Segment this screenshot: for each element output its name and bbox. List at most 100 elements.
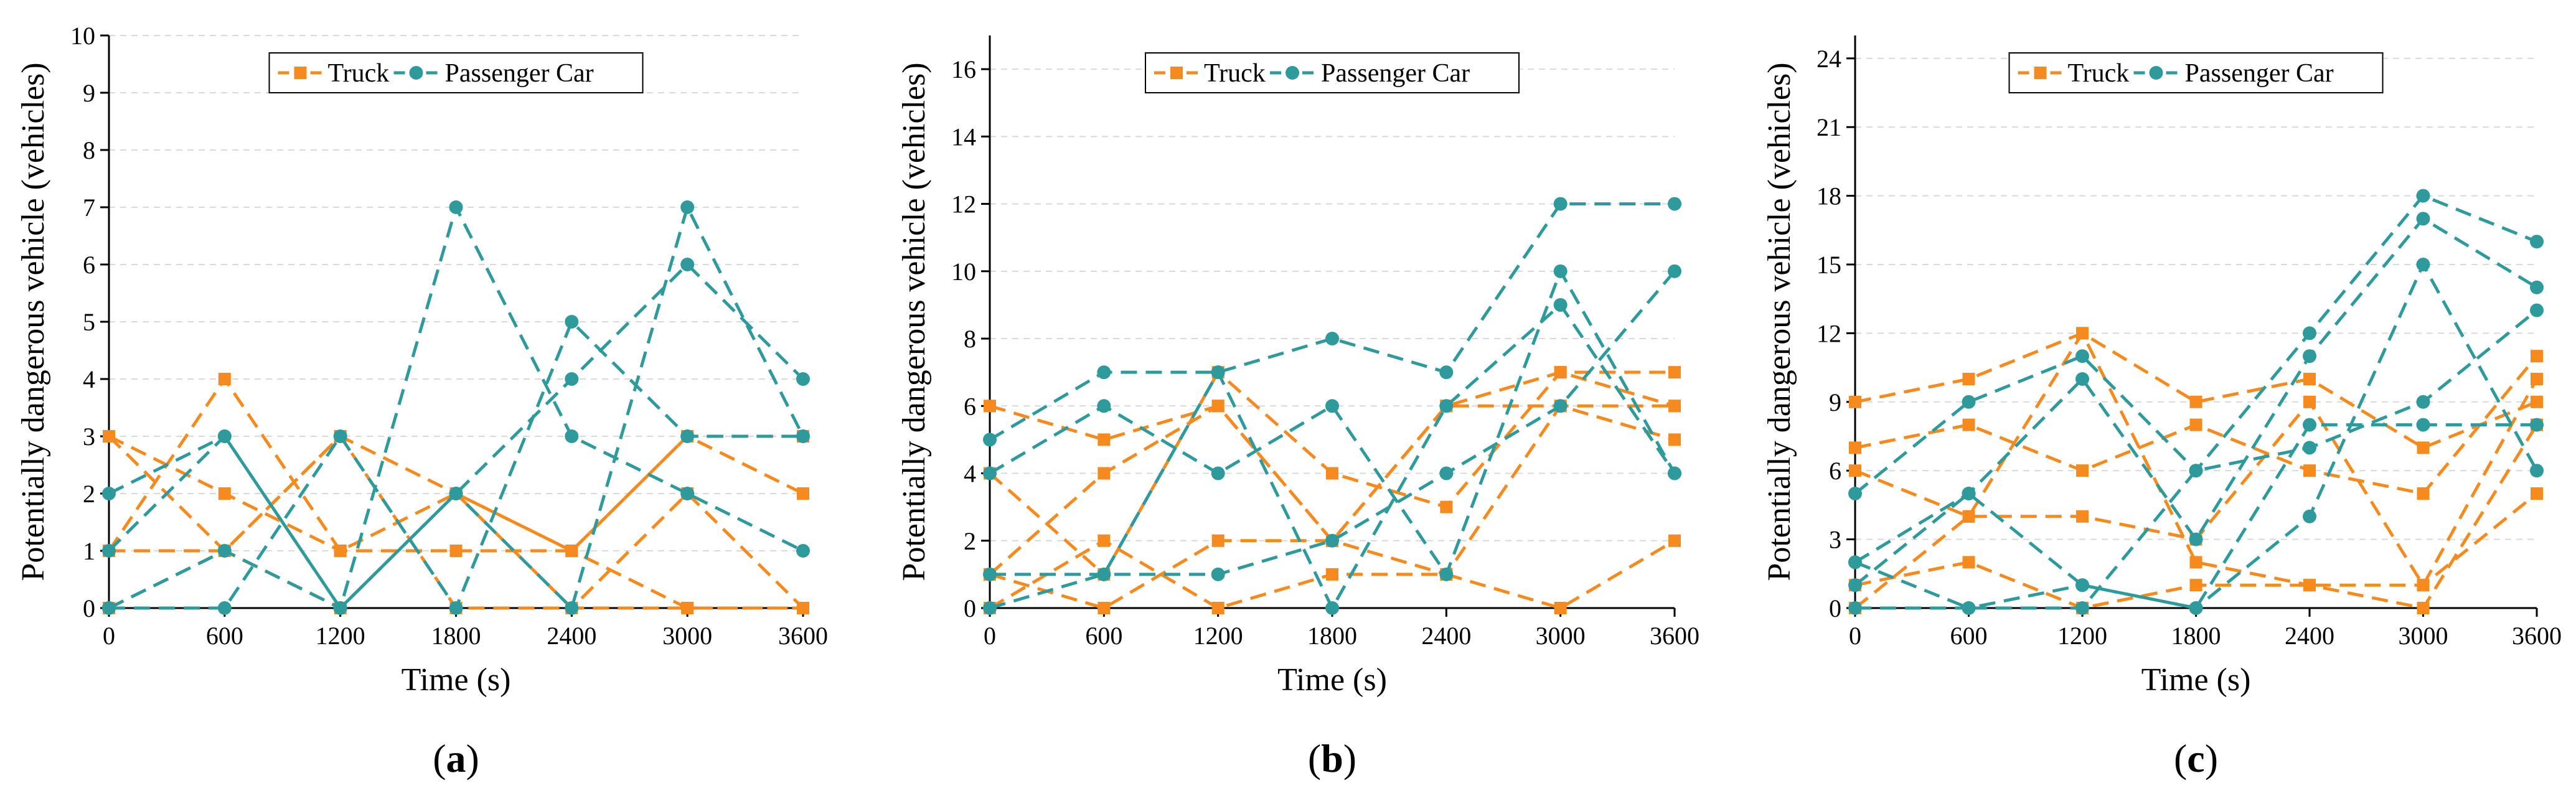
truck-point	[1326, 568, 1338, 581]
car-point	[2416, 395, 2430, 409]
y-tick-label: 10	[70, 22, 95, 50]
car-point	[333, 601, 347, 615]
truck-point	[1668, 534, 1681, 547]
car-series-line	[1854, 194, 2537, 495]
car-point	[983, 466, 997, 480]
x-tick-label: 0	[103, 622, 115, 650]
car-point	[565, 429, 579, 443]
x-tick-label: 3000	[662, 622, 712, 650]
truck-point	[218, 373, 231, 385]
car-point	[565, 372, 579, 386]
panel-label-close: )	[2205, 736, 2218, 780]
x-tick-label: 2400	[1421, 622, 1471, 650]
x-tick-label: 600	[206, 622, 243, 650]
panel-label-open: (	[1308, 736, 1321, 780]
y-tick-label: 8	[964, 325, 976, 353]
x-tick-label: 3000	[1536, 622, 1586, 650]
truck-point	[797, 602, 809, 614]
car-point	[1553, 264, 1568, 278]
car-point	[2189, 601, 2203, 615]
legend: Truck Passenger Car	[2008, 52, 2384, 93]
car-point	[680, 200, 695, 214]
x-tick-label: 3600	[778, 622, 828, 650]
y-tick-label: 12	[1817, 319, 1841, 347]
x-tick-label: 1200	[2057, 622, 2107, 650]
car-point	[1439, 567, 1454, 581]
y-tick-label: 0	[964, 594, 976, 622]
car-point	[1962, 395, 1976, 409]
truck-point	[2189, 418, 2202, 431]
y-tick-label: 18	[1817, 182, 1841, 210]
legend-box	[268, 52, 644, 93]
truck-point	[1962, 418, 1975, 431]
truck-point	[1668, 366, 1681, 379]
y-tick-label: 2	[964, 527, 976, 555]
car-point	[2416, 212, 2430, 226]
truck-series-line	[109, 434, 803, 610]
car-series-line	[989, 269, 1676, 576]
truck-point	[334, 545, 347, 557]
car-point	[796, 544, 810, 558]
y-tick-label: 9	[83, 79, 95, 107]
car-point	[2530, 280, 2544, 294]
truck-point	[2189, 579, 2202, 592]
truck-point	[1962, 510, 1975, 523]
x-axis-title: Time (s)	[1277, 662, 1387, 698]
x-tick-label: 1200	[1193, 622, 1243, 650]
car-point	[2303, 418, 2316, 432]
y-tick-label: 16	[951, 55, 976, 83]
truck-point	[449, 545, 463, 557]
legend-truck-label: Truck	[2068, 59, 2130, 88]
car-point	[1097, 399, 1111, 413]
y-tick-label: 21	[1817, 113, 1841, 141]
truck-point	[1211, 534, 1225, 547]
truck-point	[2531, 350, 2543, 363]
car-point	[1848, 555, 1862, 569]
truck-point	[1849, 441, 1861, 454]
legend-truck-label: Truck	[1204, 59, 1266, 88]
y-tick-label: 3	[1829, 526, 1841, 554]
car-point	[2416, 189, 2430, 203]
car-point	[102, 601, 116, 615]
car-point	[102, 544, 116, 558]
car-point	[449, 200, 463, 214]
car-point	[2075, 372, 2089, 386]
car-point	[796, 372, 810, 386]
x-tick-label: 3600	[1650, 622, 1699, 650]
car-point	[2075, 578, 2089, 592]
panel-label-close: )	[1343, 736, 1356, 780]
y-axis-title: Potentially dangerous vehicle (vehicles)	[1762, 62, 1797, 581]
y-axis-title: Potentially dangerous vehicle (vehicles)	[16, 62, 51, 581]
y-tick-label: 6	[83, 251, 95, 279]
car-point	[680, 429, 695, 443]
x-tick-label: 1800	[1307, 622, 1357, 650]
car-point	[1553, 399, 1568, 413]
y-tick-label: 9	[1829, 388, 1841, 416]
truck-point	[2531, 373, 2543, 385]
y-tick-label: 7	[83, 194, 95, 222]
truck-point	[2303, 579, 2316, 592]
car-point	[2530, 303, 2544, 317]
car-point	[1211, 466, 1225, 480]
car-point	[1848, 601, 1862, 615]
car-point	[565, 315, 579, 329]
truck-point	[1098, 467, 1111, 480]
car-point	[1668, 466, 1681, 480]
car-point	[2530, 235, 2544, 249]
truck-point	[984, 400, 996, 413]
car-point	[1962, 601, 1976, 615]
car-point	[217, 601, 232, 615]
y-tick-label: 6	[964, 392, 976, 420]
panel-label-open: (	[433, 736, 446, 780]
truck-point	[1211, 400, 1225, 413]
truck-point	[2303, 373, 2316, 385]
truck-point	[2531, 487, 2543, 500]
car-point	[1668, 264, 1681, 278]
y-tick-label: 0	[1829, 594, 1841, 622]
truck-point	[1962, 556, 1975, 569]
car-point	[1325, 399, 1339, 413]
truck-point	[2417, 487, 2430, 500]
y-tick-label: 2	[83, 480, 95, 508]
car-point	[2075, 349, 2089, 363]
